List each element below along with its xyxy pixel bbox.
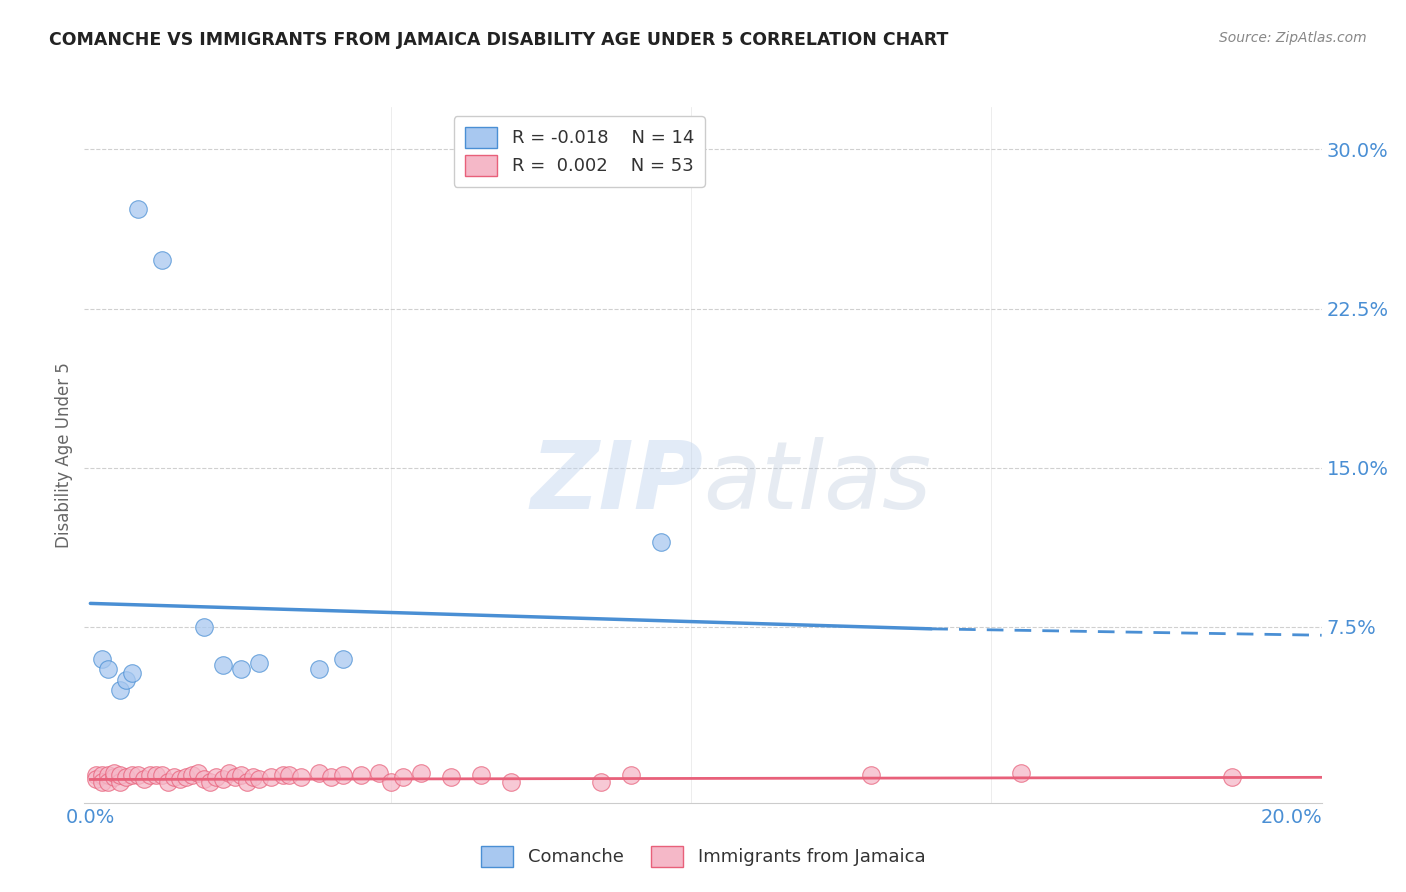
Point <box>247 772 270 787</box>
Point <box>589 774 612 789</box>
Point <box>115 770 138 784</box>
Point <box>91 768 114 782</box>
Point <box>259 770 281 784</box>
Text: ZIP: ZIP <box>530 437 703 529</box>
Point <box>115 673 138 687</box>
Point <box>139 768 162 782</box>
Point <box>157 774 180 789</box>
Point <box>110 683 132 698</box>
Point <box>332 768 354 782</box>
Point <box>103 770 125 784</box>
Point <box>277 768 299 782</box>
Point <box>650 534 672 549</box>
Point <box>211 657 233 672</box>
Point <box>440 770 463 784</box>
Point <box>218 766 240 780</box>
Point <box>205 770 228 784</box>
Point <box>229 768 252 782</box>
Point <box>290 770 312 784</box>
Point <box>97 662 120 676</box>
Point <box>211 772 233 787</box>
Point <box>242 770 264 784</box>
Point <box>367 766 389 780</box>
Point <box>235 774 257 789</box>
Legend: Comanche, Immigrants from Jamaica: Comanche, Immigrants from Jamaica <box>474 838 932 874</box>
Point <box>1010 766 1032 780</box>
Point <box>97 768 120 782</box>
Point <box>176 770 198 784</box>
Point <box>193 772 215 787</box>
Y-axis label: Disability Age Under 5: Disability Age Under 5 <box>55 362 73 548</box>
Point <box>271 768 294 782</box>
Point <box>187 766 209 780</box>
Point <box>308 662 330 676</box>
Point <box>409 766 432 780</box>
Point <box>86 768 108 782</box>
Point <box>499 774 522 789</box>
Text: Source: ZipAtlas.com: Source: ZipAtlas.com <box>1219 31 1367 45</box>
Point <box>152 768 174 782</box>
Point <box>110 768 132 782</box>
Point <box>332 651 354 665</box>
Point <box>1220 770 1243 784</box>
Text: COMANCHE VS IMMIGRANTS FROM JAMAICA DISABILITY AGE UNDER 5 CORRELATION CHART: COMANCHE VS IMMIGRANTS FROM JAMAICA DISA… <box>49 31 949 49</box>
Point <box>193 620 215 634</box>
Point <box>91 651 114 665</box>
Point <box>86 772 108 787</box>
Point <box>860 768 883 782</box>
Point <box>127 768 149 782</box>
Point <box>110 774 132 789</box>
Point <box>152 252 174 267</box>
Point <box>163 770 186 784</box>
Point <box>134 772 156 787</box>
Point <box>224 770 246 784</box>
Point <box>91 774 114 789</box>
Point <box>391 770 413 784</box>
Point <box>97 774 120 789</box>
Point <box>380 774 402 789</box>
Point <box>308 766 330 780</box>
Point <box>145 768 167 782</box>
Point <box>121 666 143 681</box>
Point <box>181 768 204 782</box>
Point <box>350 768 373 782</box>
Point <box>200 774 222 789</box>
Point <box>319 770 342 784</box>
Point <box>169 772 191 787</box>
Point <box>470 768 492 782</box>
Point <box>620 768 643 782</box>
Text: atlas: atlas <box>703 437 931 528</box>
Point <box>127 202 149 216</box>
Point <box>103 766 125 780</box>
Point <box>121 768 143 782</box>
Point <box>247 656 270 670</box>
Point <box>229 662 252 676</box>
